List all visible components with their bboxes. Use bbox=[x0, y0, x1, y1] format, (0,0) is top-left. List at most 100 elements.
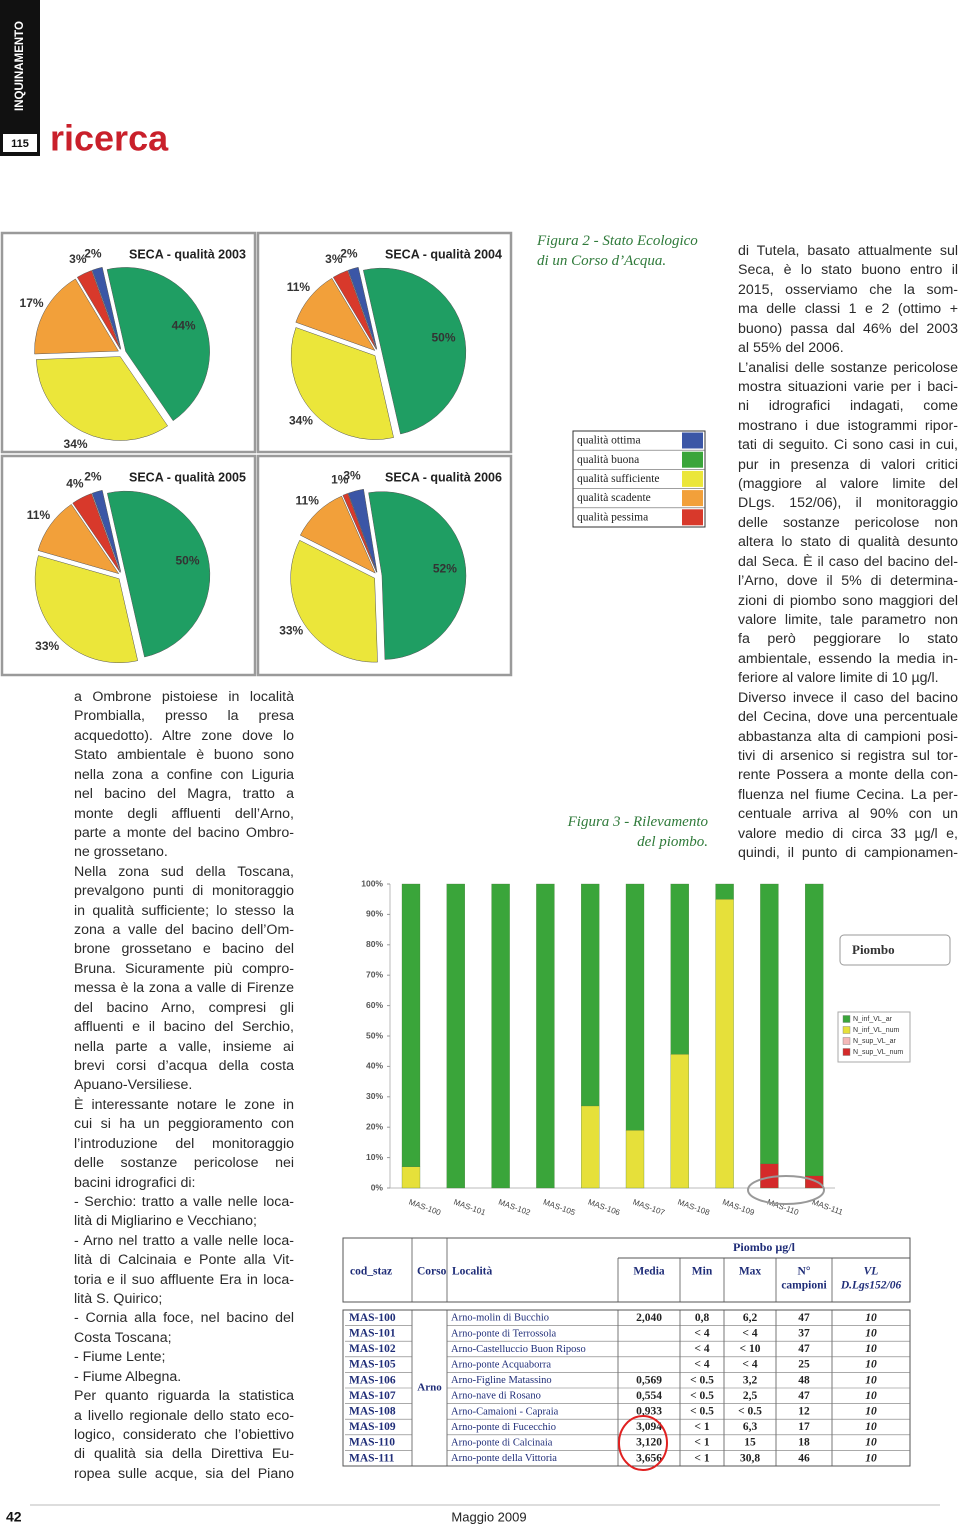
table-cell: < 4 bbox=[694, 1343, 709, 1355]
pie-slice bbox=[34, 278, 119, 355]
section-bar bbox=[0, 0, 40, 156]
bar-segment bbox=[715, 899, 734, 1189]
text-line: - Cornia alla foce, nel bacino del bbox=[74, 1310, 294, 1327]
table-column-header: campioni bbox=[781, 1280, 827, 1292]
text-line: mostrano i due istogrammi ripor- bbox=[738, 417, 958, 434]
figure-caption: di un Corso d’Acqua. bbox=[537, 253, 667, 269]
table-group-header: Piombo µg/l bbox=[733, 1240, 796, 1254]
text-line: parte a monte del bacino Ombro- bbox=[74, 824, 294, 841]
legend-label: qualità pessima bbox=[577, 511, 648, 523]
table-cell: MAS-110 bbox=[349, 1437, 395, 1449]
slice-label: 3% bbox=[343, 468, 361, 482]
text-line: dal Seca. È il caso del bacino del- bbox=[738, 553, 958, 570]
pie-slice bbox=[34, 555, 139, 663]
table-cell: < 4 bbox=[694, 1328, 709, 1340]
text-line: rente Possera a monte della con- bbox=[738, 767, 958, 784]
text-line: - Serchio: tratto a valle nelle loca- bbox=[74, 1193, 294, 1210]
table-cell: 2,040 bbox=[636, 1312, 662, 1324]
x-tick-label: MAS-109 bbox=[721, 1197, 756, 1217]
text-line: nella zona a confine con Liguria bbox=[74, 766, 294, 783]
text-line: 2015, osserviamo che la som- bbox=[738, 281, 958, 298]
table-cell: MAS-109 bbox=[349, 1421, 396, 1433]
table-cell: Arno-ponte della Vittoria bbox=[451, 1453, 557, 1464]
text-line: ambientale, essendo la media in- bbox=[738, 650, 958, 667]
y-tick-label: 10% bbox=[366, 1152, 383, 1162]
text-line: quindi, il punto di campionamen- bbox=[738, 845, 958, 862]
pie-slice bbox=[299, 495, 376, 574]
table-cell: 48 bbox=[798, 1374, 810, 1386]
table-cell: MAS-102 bbox=[349, 1343, 396, 1355]
slice-label: 1% bbox=[331, 473, 349, 487]
pie-slice bbox=[76, 270, 121, 350]
pie-chart: SECA - qualità 2005 2% 50% 33% 11% 4% bbox=[0, 454, 257, 677]
legend-swatch bbox=[842, 1026, 851, 1034]
x-tick-label: MAS-101 bbox=[452, 1197, 487, 1217]
table-cell: 10 bbox=[865, 1390, 877, 1402]
legend-label: N_sup_VL_num bbox=[853, 1049, 903, 1056]
slice-label: 11% bbox=[287, 280, 311, 294]
table-column-header: Media bbox=[633, 1266, 665, 1278]
pie-slice bbox=[362, 267, 467, 435]
section-label: INQUINAMENTO bbox=[14, 21, 26, 111]
table-cell: MAS-111 bbox=[349, 1452, 395, 1464]
chart-title: SECA - qualità 2005 bbox=[129, 470, 246, 484]
bar-segment bbox=[715, 883, 734, 900]
bar-segment bbox=[446, 883, 465, 1189]
table-column-header: VL bbox=[864, 1266, 879, 1278]
text-line: feriore al valore limite di 10 µg/l. bbox=[738, 670, 939, 687]
table-column-header: cod_staz bbox=[350, 1266, 392, 1278]
bar-segment bbox=[581, 883, 600, 1107]
pie-slice bbox=[342, 493, 377, 573]
text-line: fluenza nel fiume Cecina. La per- bbox=[738, 786, 958, 803]
text-line: ma delle classi 1 e 2 (ottimo + bbox=[738, 301, 958, 318]
text-line: Diverso invece il caso del bacino bbox=[738, 689, 958, 706]
table-cell: 3,094 bbox=[636, 1421, 662, 1433]
legend-swatch bbox=[842, 1037, 851, 1045]
bar-segment bbox=[401, 883, 421, 1167]
pie-slice bbox=[91, 266, 122, 350]
slice-label: 2% bbox=[340, 246, 358, 260]
bar-segment bbox=[491, 883, 510, 1189]
text-line: zona a valle del bacino dell’Om- bbox=[74, 922, 294, 939]
text-line: fa però peggiorare lo stato bbox=[738, 631, 958, 648]
table-cell: Arno-molin di Bucchio bbox=[451, 1313, 549, 1324]
bar-segment bbox=[670, 1054, 689, 1189]
table-cell: 0,933 bbox=[636, 1406, 662, 1418]
text-line: buono) passa dal 46% del 2003 bbox=[738, 320, 958, 337]
table-cell: 2,5 bbox=[743, 1390, 758, 1402]
text-line: Costa Toscana; bbox=[74, 1329, 172, 1346]
slice-label: 11% bbox=[27, 508, 51, 522]
text-line: lità di Calcinaia e Ponte alla Vit- bbox=[74, 1252, 294, 1269]
table-cell: MAS-100 bbox=[349, 1312, 396, 1324]
x-tick-label: MAS-110 bbox=[766, 1197, 800, 1217]
legend-label: N_sup_VL_ar bbox=[853, 1038, 896, 1045]
text-line: lità di Migliarino e Vecchiano; bbox=[74, 1213, 257, 1230]
text-line: pur in presenza di valori critici bbox=[738, 456, 958, 473]
text-line: altera lo stato di qualità desunto bbox=[738, 534, 958, 551]
text-line: nella parte a valle, insieme ai bbox=[74, 1038, 294, 1055]
table-column-header: Max bbox=[739, 1266, 762, 1278]
x-tick-label: MAS-100 bbox=[408, 1197, 443, 1217]
table-header-frame bbox=[342, 1237, 911, 1303]
table-cell: 25 bbox=[798, 1359, 810, 1371]
text-line: logico, considerato che l’obiettivo bbox=[74, 1426, 294, 1443]
table-cell: MAS-105 bbox=[349, 1359, 396, 1371]
table-cell: 37 bbox=[798, 1328, 810, 1340]
table-cell: Arno-nave di Rosano bbox=[451, 1391, 541, 1402]
y-tick-label: 20% bbox=[366, 1121, 383, 1131]
text-line: del Cecina, dove una percentuale bbox=[738, 709, 958, 726]
table-cell: 10 bbox=[865, 1374, 877, 1386]
table-cell: Arno-Camaioni - Capraia bbox=[451, 1406, 559, 1417]
table-cell: < 0.5 bbox=[690, 1406, 714, 1418]
text-line: l’Arno, dove il 5% di determina- bbox=[738, 573, 958, 590]
table-cell: MAS-101 bbox=[349, 1328, 396, 1340]
chart-title-box bbox=[839, 934, 951, 966]
y-tick-label: 60% bbox=[366, 1000, 383, 1010]
table-cell: 0,8 bbox=[695, 1312, 710, 1324]
pie-slice bbox=[37, 504, 120, 575]
slice-label: 34% bbox=[289, 414, 313, 428]
table-cell: Arno-Figline Matassino bbox=[451, 1375, 552, 1386]
table-cell: 47 bbox=[798, 1312, 810, 1324]
table-cell: MAS-106 bbox=[349, 1374, 396, 1386]
slice-label: 33% bbox=[279, 624, 303, 638]
